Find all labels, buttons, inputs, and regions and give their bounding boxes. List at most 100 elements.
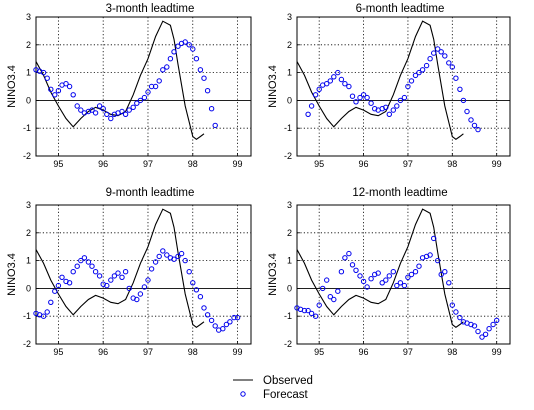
forecast-point (442, 53, 448, 59)
x-tick-label: 98 (188, 159, 198, 169)
forecast-point (435, 257, 441, 264)
y-tick-label: -2 (23, 339, 31, 349)
forecast-point (122, 269, 129, 275)
y-tick-label: 3 (287, 12, 292, 22)
forecast-point (141, 94, 148, 101)
forecast-point (423, 62, 430, 69)
plot-frame (35, 204, 252, 345)
forecast-point (346, 83, 352, 90)
forecast-point (126, 107, 132, 113)
forecast-point (234, 314, 241, 321)
x-tick-label: 99 (233, 347, 243, 357)
y-tick-label: 0 (26, 95, 31, 105)
forecast-point (397, 280, 404, 286)
forecast-point (100, 106, 106, 112)
forecast-point (152, 259, 159, 265)
forecast-point (449, 302, 455, 308)
y-axis-label: NINO3.4 (6, 253, 18, 296)
forecast-point (397, 97, 404, 104)
forecast-point (364, 284, 370, 290)
forecast-point (346, 250, 352, 257)
forecast-point (119, 274, 125, 280)
panel-12-month: 12-month leadtime NINO3.4 3 2 1 0 -1 -2 95 96 97… (267, 187, 511, 357)
forecast-point (412, 269, 419, 275)
forecast-point (63, 81, 69, 87)
forecast-point (390, 107, 396, 113)
x-tick-label: 95 (53, 347, 63, 357)
forecast-point (482, 331, 489, 337)
forecast-point (182, 257, 188, 264)
forecast-point (186, 269, 192, 275)
forecast-point (471, 323, 478, 329)
forecast-point (208, 106, 215, 112)
forecast-point (55, 282, 62, 289)
forecast-point (353, 267, 359, 273)
forecast-point (360, 278, 367, 285)
x-tick-label: 97 (143, 347, 153, 357)
forecast-point (308, 310, 315, 317)
forecast-point (81, 255, 88, 261)
forecast-point (104, 282, 110, 289)
forecast-point (130, 104, 136, 111)
panel-6-month: 6-month leadtime NINO3.4 3 2 1 0 -1 -2 95 96 97 9… (267, 3, 511, 169)
forecast-point (89, 107, 95, 113)
forecast-point (167, 56, 174, 62)
forecast-point (408, 271, 415, 278)
y-tick-label: -1 (23, 123, 31, 133)
x-tick-label: 99 (492, 347, 502, 357)
forecast-point (416, 69, 422, 76)
forecast-point (190, 280, 196, 286)
y-tick-label: 1 (287, 256, 292, 266)
y-tick-label: 3 (26, 12, 31, 22)
forecast-point (316, 302, 322, 308)
forecast-point (464, 108, 470, 115)
forecast-point (85, 259, 92, 265)
panel-title: 6-month leadtime (356, 3, 445, 15)
forecast-point (349, 93, 356, 99)
forecast-point (475, 328, 481, 335)
forecast-point (438, 271, 444, 278)
observed-series-line (35, 20, 205, 140)
forecast-point (335, 69, 341, 76)
forecast-point (48, 86, 54, 93)
forecast-point (175, 43, 181, 49)
forecast-point (394, 103, 400, 109)
forecast-point (212, 122, 218, 129)
forecast-point (312, 92, 319, 98)
forecast-point (160, 248, 166, 254)
observed-series-line (35, 208, 205, 328)
forecast-point (331, 74, 337, 80)
forecast-point (471, 122, 478, 129)
forecast-point (40, 69, 47, 76)
forecast-point (375, 270, 381, 276)
forecast-point (338, 76, 345, 83)
x-tick-label: 98 (188, 347, 198, 357)
forecast-point (453, 75, 459, 81)
forecast-point (182, 39, 188, 45)
y-tick-label: 2 (287, 228, 292, 238)
forecast-point (327, 78, 333, 84)
forecast-point (178, 250, 185, 257)
forecast-point (331, 296, 337, 303)
forecast-point (119, 108, 125, 115)
forecast-point (427, 252, 433, 258)
forecast-point (52, 92, 58, 98)
legend-observed-label: Observed (263, 375, 313, 387)
forecast-point (405, 83, 411, 90)
y-tick-label: 2 (287, 40, 292, 50)
y-tick-label: 0 (26, 283, 31, 293)
legend-forecast-marker-swatch (240, 391, 246, 397)
forecast-point (475, 126, 481, 133)
forecast-point (368, 100, 374, 106)
y-tick-label: -2 (23, 151, 31, 161)
forecast-point (305, 307, 311, 314)
forecast-point (171, 49, 177, 55)
forecast-point (353, 99, 359, 105)
forecast-point (156, 78, 162, 84)
x-tick-label: 99 (233, 159, 243, 169)
y-tick-label: 2 (26, 40, 31, 50)
forecast-point (201, 305, 207, 311)
forecast-point (227, 319, 233, 325)
forecast-point (48, 299, 54, 305)
